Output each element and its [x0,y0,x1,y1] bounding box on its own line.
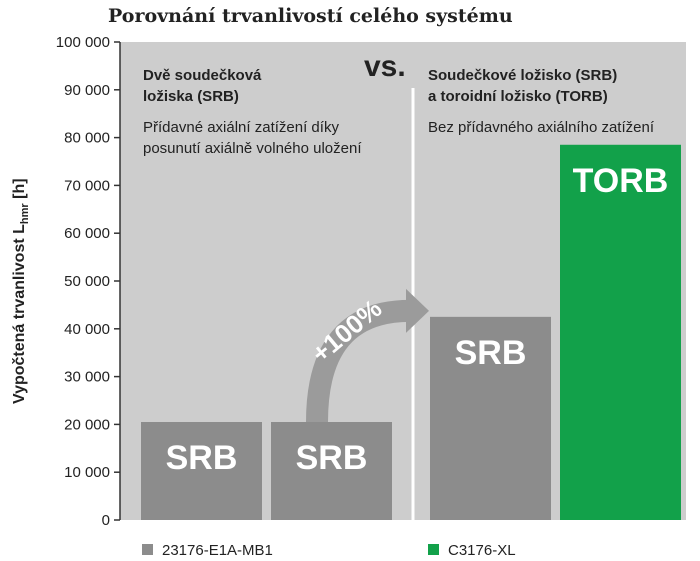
y-tick-label: 80 000 [64,130,110,147]
left-panel-text-line-1: Přídavné axiální zatížení díky [143,119,339,136]
legend-label-c3176: C3176-XL [448,542,516,559]
legend: 23176-E1A-MB1 C3176-XL [142,542,516,559]
bar-srb-2 [271,422,392,520]
right-panel-heading-line-2: a toroidní ložisko (TORB) [428,88,608,105]
y-axis-label: Vypočtená trvanlivost Lhmr [h] [11,178,31,404]
y-tick-label: 20 000 [64,416,110,433]
legend-swatch-c3176 [428,544,439,555]
legend-label-23176: 23176-E1A-MB1 [162,542,273,559]
bar-label-1: SRB [166,439,238,477]
left-panel-heading-line-1: Dvě soudečková [143,67,262,84]
y-tick-label: 70 000 [64,177,110,194]
y-tick-label: 100 000 [56,34,110,51]
bar-srb-1 [141,422,262,520]
bar-label-4: TORB [573,162,669,200]
y-tick-label: 90 000 [64,82,110,99]
legend-swatch-23176 [142,544,153,555]
chart-title: Porovnání trvanlivostí celého systému [108,5,513,27]
y-tick-label: 30 000 [64,369,110,386]
vs-label: vs. [364,50,406,83]
right-panel-text-line-1: Bez přídavného axiálního zatížení [428,119,655,136]
y-tick-label: 10 000 [64,464,110,481]
left-panel-text-line-2: posunutí axiálně volného uložení [143,140,362,157]
y-tick-label: 0 [102,512,110,529]
right-panel-heading-line-1: Soudečkové ložisko (SRB) [428,67,617,84]
y-tick-label: 50 000 [64,273,110,290]
bar-srb-3 [430,316,551,520]
y-tick-label: 60 000 [64,225,110,242]
bar-label-2: SRB [296,439,368,477]
increase-arrow [306,299,411,423]
bar-label-3: SRB [455,334,527,372]
left-panel-heading-line-2: ložiska (SRB) [143,88,239,105]
increase-arrow-head [406,288,429,333]
y-tick-label: 40 000 [64,321,110,338]
bar-torb-4 [560,144,681,520]
